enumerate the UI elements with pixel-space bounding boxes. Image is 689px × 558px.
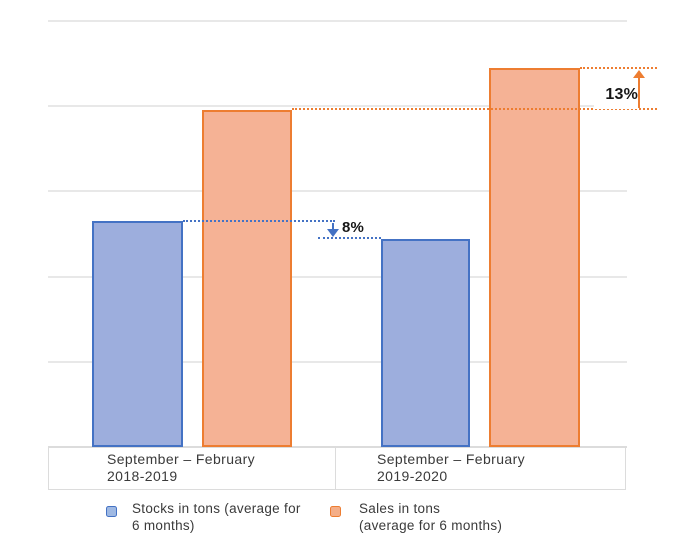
sales-change-label: 13% [594,85,638,110]
category-label-line: September – February [377,451,526,467]
arrow-up-icon [633,69,645,109]
bar-sales-2019-2020 [489,67,580,447]
arrow-down-icon [327,223,339,238]
legend-label-line: Sales in tons [359,501,441,516]
gridline [48,190,627,193]
category-divider [335,447,336,490]
legend-label-stocks: Stocks in tons (average for 6 months) [132,501,301,534]
gridline [48,20,627,22]
gridline [48,105,627,108]
category-axis-box [48,447,626,490]
category-label-line: September – February [107,451,256,467]
arrow-shaft [638,75,640,109]
category-label-2018-2019: September – February 2018-2019 [107,451,255,485]
stocks-change-label: 8% [340,219,367,237]
bar-stocks-2019-2020 [381,239,470,447]
legend-label-sales: Sales in tons (average for 6 months) [359,501,502,534]
bar-sales-2018-2019 [202,110,292,447]
sales-reference-dotted-line-period2 [580,66,657,69]
sales-reference-dotted-line-period1 [292,108,657,111]
stocks-reference-dotted-line-period2 [318,237,381,240]
category-label-2019-2020: September – February 2019-2020 [377,451,525,485]
arrow-head [327,229,339,238]
arrow-head [633,69,645,78]
stocks-reference-dotted-line-period1 [183,220,335,223]
legend-marker-sales [330,506,341,517]
category-label-line: 2019-2020 [377,468,448,484]
legend-label-line: (average for 6 months) [359,517,503,533]
gridline [48,275,627,278]
legend-label-line: Stocks in tons (average for [132,501,301,516]
gridline [48,360,627,363]
bar-stocks-2018-2019 [92,221,183,447]
arrow-shaft [332,223,334,232]
x-axis-line [48,446,627,448]
legend-label-line: 6 months) [132,517,195,533]
legend-marker-stocks [106,506,117,517]
category-label-line: 2018-2019 [107,468,178,484]
